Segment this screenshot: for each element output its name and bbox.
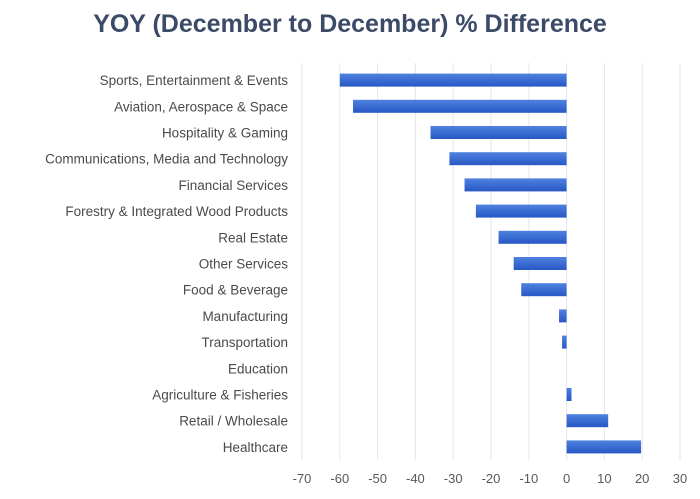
x-tick-label: 30 — [673, 471, 687, 486]
bar — [513, 257, 567, 270]
category-label: Aviation, Aerospace & Space — [114, 99, 288, 114]
bar — [559, 309, 567, 323]
category-labels: Sports, Entertainment & Events Aviation, … — [45, 73, 288, 455]
category-label: Education — [228, 361, 288, 376]
bar — [562, 335, 567, 349]
x-tick-label: -20 — [482, 471, 501, 486]
x-tick-labels: -70 -60 -50 -40 -30 -20 -10 0 10 20 30 — [293, 471, 688, 486]
chart-title: YOY (December to December) % Difference — [93, 10, 607, 38]
category-label: Communications, Media and Technology — [45, 152, 288, 167]
bar — [521, 283, 567, 297]
category-label: Forestry & Integrated Wood Products — [65, 204, 288, 219]
category-label: Retail / Wholesale — [179, 414, 288, 429]
bar — [475, 204, 567, 218]
category-label: Real Estate — [218, 230, 288, 245]
bar — [430, 126, 567, 139]
category-label: Financial Services — [178, 178, 288, 193]
category-label: Food & Beverage — [183, 283, 288, 298]
x-tick-label: -10 — [519, 471, 538, 486]
category-label: Agriculture & Fisheries — [152, 388, 288, 403]
bar — [353, 99, 567, 113]
bars — [339, 73, 642, 454]
x-tick-label: 10 — [597, 471, 611, 486]
category-label: Hospitality & Gaming — [162, 126, 288, 141]
x-tick-label: -30 — [444, 471, 463, 486]
bar — [339, 73, 567, 87]
category-label: Other Services — [199, 257, 289, 272]
category-label: Sports, Entertainment & Events — [100, 73, 289, 88]
gridlines — [301, 63, 681, 460]
bar — [498, 230, 567, 244]
bar — [566, 388, 572, 401]
bar — [464, 178, 567, 192]
bar — [566, 440, 642, 454]
x-tick-label: -60 — [330, 471, 349, 486]
bar — [566, 414, 609, 428]
x-tick-label: -70 — [293, 471, 312, 486]
x-tick-label: -40 — [406, 471, 425, 486]
category-label: Manufacturing — [202, 309, 288, 324]
x-tick-label: 20 — [635, 471, 649, 486]
x-tick-label: 0 — [563, 471, 570, 486]
category-label: Transportation — [201, 335, 288, 350]
category-label: Healthcare — [223, 440, 288, 455]
bar — [449, 152, 567, 166]
x-tick-label: -50 — [368, 471, 387, 486]
